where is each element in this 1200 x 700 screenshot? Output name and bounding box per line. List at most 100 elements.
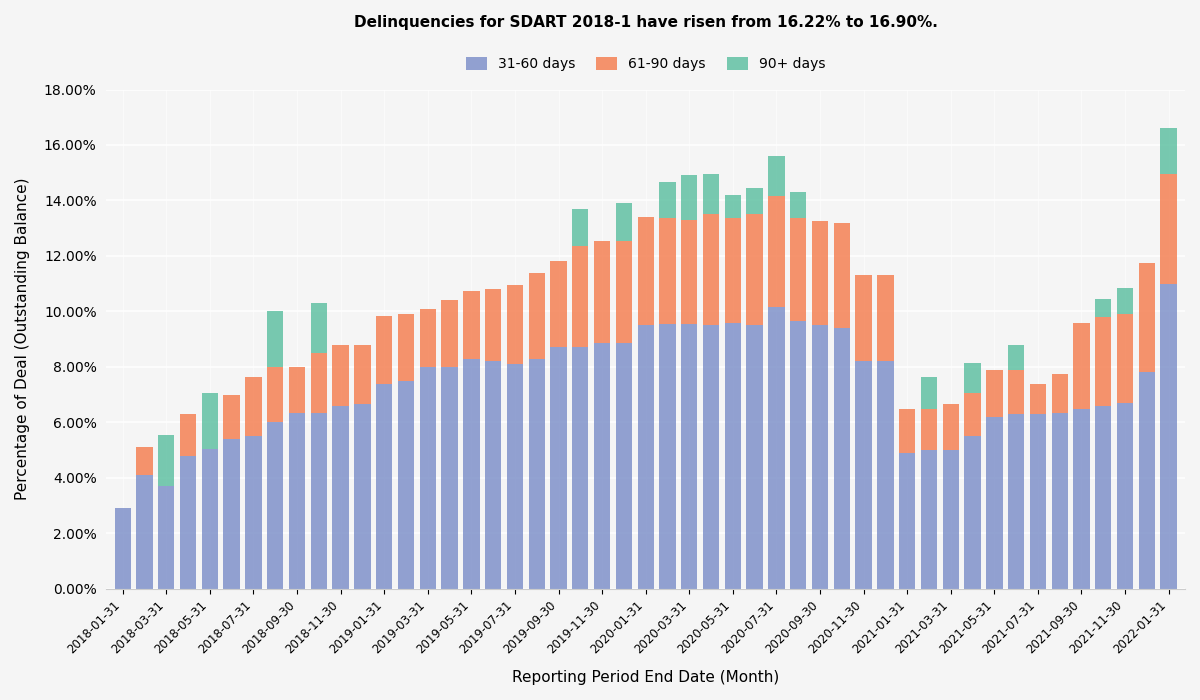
Bar bbox=[223, 439, 240, 589]
Bar bbox=[965, 436, 980, 589]
Bar bbox=[223, 395, 240, 439]
Bar bbox=[572, 347, 588, 589]
Bar bbox=[834, 328, 850, 589]
Bar bbox=[746, 188, 763, 214]
Bar bbox=[572, 209, 588, 246]
Bar bbox=[202, 393, 218, 449]
Bar bbox=[659, 183, 676, 218]
Bar bbox=[812, 326, 828, 589]
Bar bbox=[616, 343, 632, 589]
Bar bbox=[572, 246, 588, 347]
Bar bbox=[616, 203, 632, 241]
Bar bbox=[790, 192, 806, 218]
Bar bbox=[1030, 414, 1046, 589]
Bar bbox=[180, 414, 197, 456]
Bar bbox=[245, 377, 262, 436]
Bar bbox=[659, 324, 676, 589]
Bar bbox=[1008, 344, 1025, 370]
Bar bbox=[1008, 370, 1025, 414]
Bar bbox=[1096, 299, 1111, 317]
Bar bbox=[965, 363, 980, 393]
Bar bbox=[114, 508, 131, 589]
Bar bbox=[1073, 323, 1090, 409]
Bar bbox=[1117, 403, 1133, 589]
Bar bbox=[637, 326, 654, 589]
Bar bbox=[463, 290, 480, 358]
X-axis label: Reporting Period End Date (Month): Reporting Period End Date (Month) bbox=[512, 670, 779, 685]
Bar bbox=[202, 449, 218, 589]
Bar bbox=[268, 312, 283, 367]
Bar bbox=[942, 405, 959, 450]
Bar bbox=[746, 326, 763, 589]
Bar bbox=[311, 413, 326, 589]
Bar bbox=[137, 475, 152, 589]
Bar bbox=[920, 450, 937, 589]
Bar bbox=[942, 450, 959, 589]
Bar bbox=[920, 409, 937, 450]
Bar bbox=[506, 285, 523, 364]
Bar bbox=[137, 447, 152, 475]
Bar bbox=[637, 217, 654, 326]
Bar bbox=[594, 343, 611, 589]
Bar bbox=[920, 377, 937, 409]
Bar bbox=[703, 326, 719, 589]
Bar bbox=[528, 358, 545, 589]
Bar bbox=[551, 347, 566, 589]
Bar bbox=[1139, 372, 1156, 589]
Bar bbox=[1073, 409, 1090, 589]
Bar bbox=[1008, 414, 1025, 589]
Bar bbox=[158, 435, 174, 486]
Bar bbox=[682, 324, 697, 589]
Bar bbox=[877, 361, 894, 589]
Bar bbox=[398, 381, 414, 589]
Bar bbox=[1160, 174, 1177, 284]
Bar bbox=[725, 218, 742, 323]
Bar bbox=[834, 223, 850, 328]
Bar bbox=[332, 406, 349, 589]
Bar bbox=[725, 323, 742, 589]
Bar bbox=[463, 358, 480, 589]
Bar bbox=[1160, 284, 1177, 589]
Bar bbox=[311, 303, 326, 353]
Bar bbox=[768, 307, 785, 589]
Bar bbox=[442, 367, 457, 589]
Bar bbox=[659, 218, 676, 324]
Bar bbox=[682, 220, 697, 324]
Bar bbox=[899, 409, 916, 453]
Bar bbox=[268, 367, 283, 422]
Bar bbox=[376, 384, 392, 589]
Bar bbox=[965, 393, 980, 436]
Bar bbox=[1051, 374, 1068, 413]
Bar bbox=[376, 316, 392, 384]
Y-axis label: Percentage of Deal (Outstanding Balance): Percentage of Deal (Outstanding Balance) bbox=[14, 178, 30, 500]
Bar bbox=[1160, 128, 1177, 174]
Bar bbox=[289, 367, 305, 413]
Bar bbox=[1117, 314, 1133, 403]
Bar bbox=[856, 361, 871, 589]
Bar bbox=[1051, 413, 1068, 589]
Bar bbox=[790, 218, 806, 321]
Bar bbox=[506, 364, 523, 589]
Bar bbox=[1096, 317, 1111, 406]
Bar bbox=[682, 176, 697, 220]
Bar bbox=[420, 367, 436, 589]
Bar bbox=[594, 241, 611, 343]
Bar bbox=[354, 344, 371, 405]
Bar bbox=[986, 417, 1002, 589]
Bar bbox=[703, 174, 719, 214]
Bar bbox=[420, 309, 436, 367]
Bar bbox=[1030, 384, 1046, 414]
Bar bbox=[332, 344, 349, 406]
Title: Delinquencies for SDART 2018-1 have risen from 16.22% to 16.90%.: Delinquencies for SDART 2018-1 have rise… bbox=[354, 15, 937, 30]
Bar bbox=[1096, 406, 1111, 589]
Bar bbox=[354, 405, 371, 589]
Bar bbox=[899, 453, 916, 589]
Legend: 31-60 days, 61-90 days, 90+ days: 31-60 days, 61-90 days, 90+ days bbox=[461, 52, 830, 76]
Bar bbox=[311, 353, 326, 413]
Bar bbox=[746, 214, 763, 326]
Bar bbox=[551, 262, 566, 347]
Bar bbox=[528, 272, 545, 358]
Bar bbox=[703, 214, 719, 326]
Bar bbox=[768, 196, 785, 307]
Bar bbox=[268, 422, 283, 589]
